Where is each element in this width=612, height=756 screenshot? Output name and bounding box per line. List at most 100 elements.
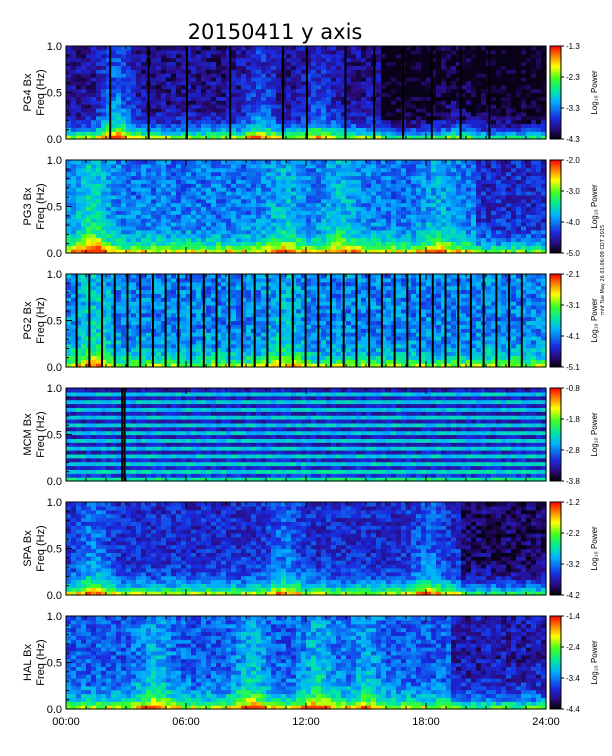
spectrogram-cell [311, 131, 317, 136]
spectrogram-cell [491, 167, 497, 173]
spectrogram-cell [351, 88, 357, 94]
spectrogram-cell [466, 229, 472, 235]
spectrogram-cell [351, 175, 357, 180]
spectrogram-cell [141, 163, 147, 169]
spectrogram-cell [76, 241, 82, 246]
spectrogram-cell [386, 222, 392, 227]
spectrogram-cell [431, 187, 437, 192]
spectrogram-cell [316, 225, 322, 231]
spectrogram-cell [351, 171, 357, 177]
spectrogram-cell [86, 57, 92, 63]
spectrogram-cell [126, 222, 132, 227]
spectrogram-cell [361, 206, 367, 211]
spectrogram-cell [506, 104, 512, 109]
spectrogram-cell [436, 127, 442, 132]
spectrogram-cell [231, 127, 237, 132]
spectrogram-cell [196, 171, 202, 177]
spectrogram-cell [171, 80, 177, 86]
spectrogram-cell [106, 320, 112, 325]
spectrogram-cell [336, 123, 342, 128]
spectrogram-cell [266, 175, 272, 180]
spectrogram-cell [541, 187, 547, 192]
spectrogram-cell [236, 131, 242, 136]
spectrogram-cell [136, 100, 142, 105]
spectrogram-cell [251, 218, 257, 223]
spectrogram-cell [241, 191, 247, 196]
spectrogram-cell [261, 65, 267, 70]
spectrogram-cell [226, 241, 232, 246]
spectrogram-cell [326, 61, 332, 66]
spectrogram-cell [176, 171, 182, 177]
spectrogram-cell [211, 135, 217, 140]
spectrogram-cell [196, 53, 202, 59]
spectrogram-cell [271, 84, 277, 90]
spectrogram-cell [76, 233, 82, 239]
spectrogram-cell [71, 111, 77, 117]
spectrogram-cell [366, 119, 372, 125]
spectrogram-cell [186, 222, 192, 227]
spectrogram-cell [506, 175, 512, 180]
spectrogram-cell [76, 225, 82, 231]
spectrogram-cell [461, 191, 467, 196]
spectrogram-cell [96, 175, 102, 180]
spectrogram-cell [441, 119, 447, 125]
spectrogram-cell [361, 77, 367, 82]
spectrogram-cell [536, 104, 542, 109]
spectrogram-cell [321, 80, 327, 86]
spectrogram-cell [406, 111, 412, 117]
spectrogram-cell [146, 198, 152, 204]
spectrogram-cell [526, 65, 532, 70]
spectrogram-cell [276, 214, 282, 219]
spectrogram-cell [256, 194, 262, 200]
spectrogram-cell [456, 65, 462, 70]
spectrogram-cell [356, 245, 362, 250]
spectrogram-cell [511, 237, 517, 242]
spectrogram-cell [96, 293, 102, 298]
spectrogram-cell [291, 229, 297, 235]
spectrogram-cell [426, 115, 432, 121]
spectrogram-cell [141, 73, 147, 78]
spectrogram-cell [96, 359, 102, 364]
spectrogram-cell [326, 163, 332, 169]
spectrogram-cell [341, 115, 347, 121]
spectrogram-cell [446, 46, 452, 51]
spectrogram-cell [476, 237, 482, 242]
spectrogram-cell [211, 111, 217, 117]
spectrogram-cell [516, 163, 522, 169]
spectrogram-cell [441, 241, 447, 246]
spectrogram-cell [276, 171, 282, 177]
spectrogram-cell [496, 123, 502, 128]
spectrogram-cell [141, 127, 147, 132]
spectrogram-cell [521, 163, 527, 169]
spectrogram-cell [256, 88, 262, 94]
spectrogram-cell [261, 187, 267, 192]
spectrogram-cell [506, 163, 512, 169]
spectrogram-cell [451, 222, 457, 227]
spectrogram-cell [386, 115, 392, 121]
spectrogram-cell [426, 222, 432, 227]
spectrogram-cell [311, 100, 317, 105]
spectrogram-cell [436, 53, 442, 59]
colorbar-tick-label: -4.0 [566, 218, 580, 227]
spectrogram-cell [101, 312, 107, 318]
spectrogram-cell [171, 61, 177, 66]
spectrogram-cell [286, 245, 292, 250]
spectrogram-cell [531, 202, 537, 208]
spectrogram-cell [136, 206, 142, 211]
spectrogram-cell [266, 135, 272, 140]
spectrogram-cell [411, 49, 417, 55]
spectrogram-cell [436, 92, 442, 97]
spectrogram-cell [161, 183, 167, 188]
spectrogram-cell [161, 104, 167, 109]
spectrogram-cell [446, 108, 452, 113]
spectrogram-cell [76, 363, 82, 368]
spectrogram-cell [206, 119, 212, 125]
spectrogram-cell [321, 115, 327, 121]
spectrogram-cell [121, 233, 127, 239]
spectrogram-cell [106, 210, 112, 215]
spectrogram-cell [66, 53, 72, 59]
spectrogram-cell [226, 61, 232, 66]
spectrogram-cell [516, 96, 522, 101]
spectrogram-cell [346, 206, 352, 211]
spectrogram-cell [101, 88, 107, 94]
